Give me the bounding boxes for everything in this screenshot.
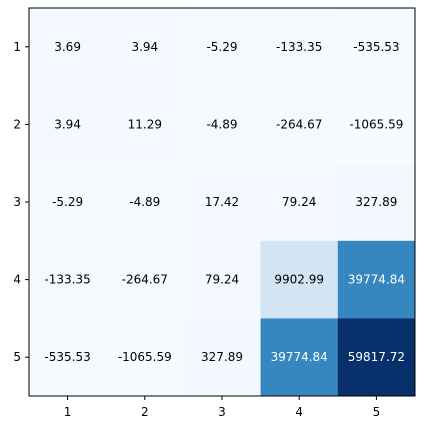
cell-label-r5-c2: -1065.59 <box>118 350 172 364</box>
x-axis-ticks: 1 2 3 4 5 <box>64 396 380 419</box>
x-tick-label-5: 5 <box>373 405 381 419</box>
cell-label-r4-c4: 9902.99 <box>274 273 324 287</box>
cell-label-r4-c3: 79.24 <box>205 273 239 287</box>
cell-label-r4-c5: 39774.84 <box>348 273 405 287</box>
cell-label-r5-c5: 59817.72 <box>348 350 405 364</box>
y-tick-label-1: 1 <box>13 40 21 54</box>
y-tick-label-4: 4 <box>13 273 21 287</box>
cell-label-r3-c5: 327.89 <box>355 195 397 209</box>
x-tick-label-4: 4 <box>295 405 303 419</box>
y-tick-label-3: 3 <box>13 195 21 209</box>
cell-label-r5-c1: -535.53 <box>44 350 90 364</box>
cell-label-r3-c4: 79.24 <box>282 195 316 209</box>
cell-label-r1-c4: -133.35 <box>276 40 322 54</box>
cell-label-r5-c3: 327.89 <box>201 350 243 364</box>
cell-label-r3-c3: 17.42 <box>205 195 239 209</box>
x-tick-label-2: 2 <box>141 405 149 419</box>
cell-label-r2-c4: -264.67 <box>276 117 322 131</box>
cell-label-r1-c1: 3.69 <box>54 40 81 54</box>
x-tick-label-3: 3 <box>218 405 226 419</box>
cell-label-r1-c3: -5.29 <box>206 40 237 54</box>
cell-label-r4-c2: -264.67 <box>122 273 168 287</box>
cell-label-r1-c5: -535.53 <box>353 40 399 54</box>
cell-label-r4-c1: -133.35 <box>44 273 90 287</box>
y-tick-label-2: 2 <box>13 117 21 131</box>
cell-label-r3-c1: -5.29 <box>52 195 83 209</box>
cell-label-r2-c5: -1065.59 <box>349 117 403 131</box>
cell-label-r5-c4: 39774.84 <box>271 350 328 364</box>
cell-label-r3-c2: -4.89 <box>129 195 160 209</box>
cell-label-r2-c1: 3.94 <box>54 117 81 131</box>
x-tick-label-1: 1 <box>64 405 72 419</box>
cell-label-r2-c2: 11.29 <box>128 117 162 131</box>
cell-label-r2-c3: -4.89 <box>206 117 237 131</box>
cell-label-r1-c2: 3.94 <box>131 40 158 54</box>
y-axis-ticks: 1 2 3 4 5 <box>13 40 29 364</box>
y-tick-label-5: 5 <box>13 350 21 364</box>
